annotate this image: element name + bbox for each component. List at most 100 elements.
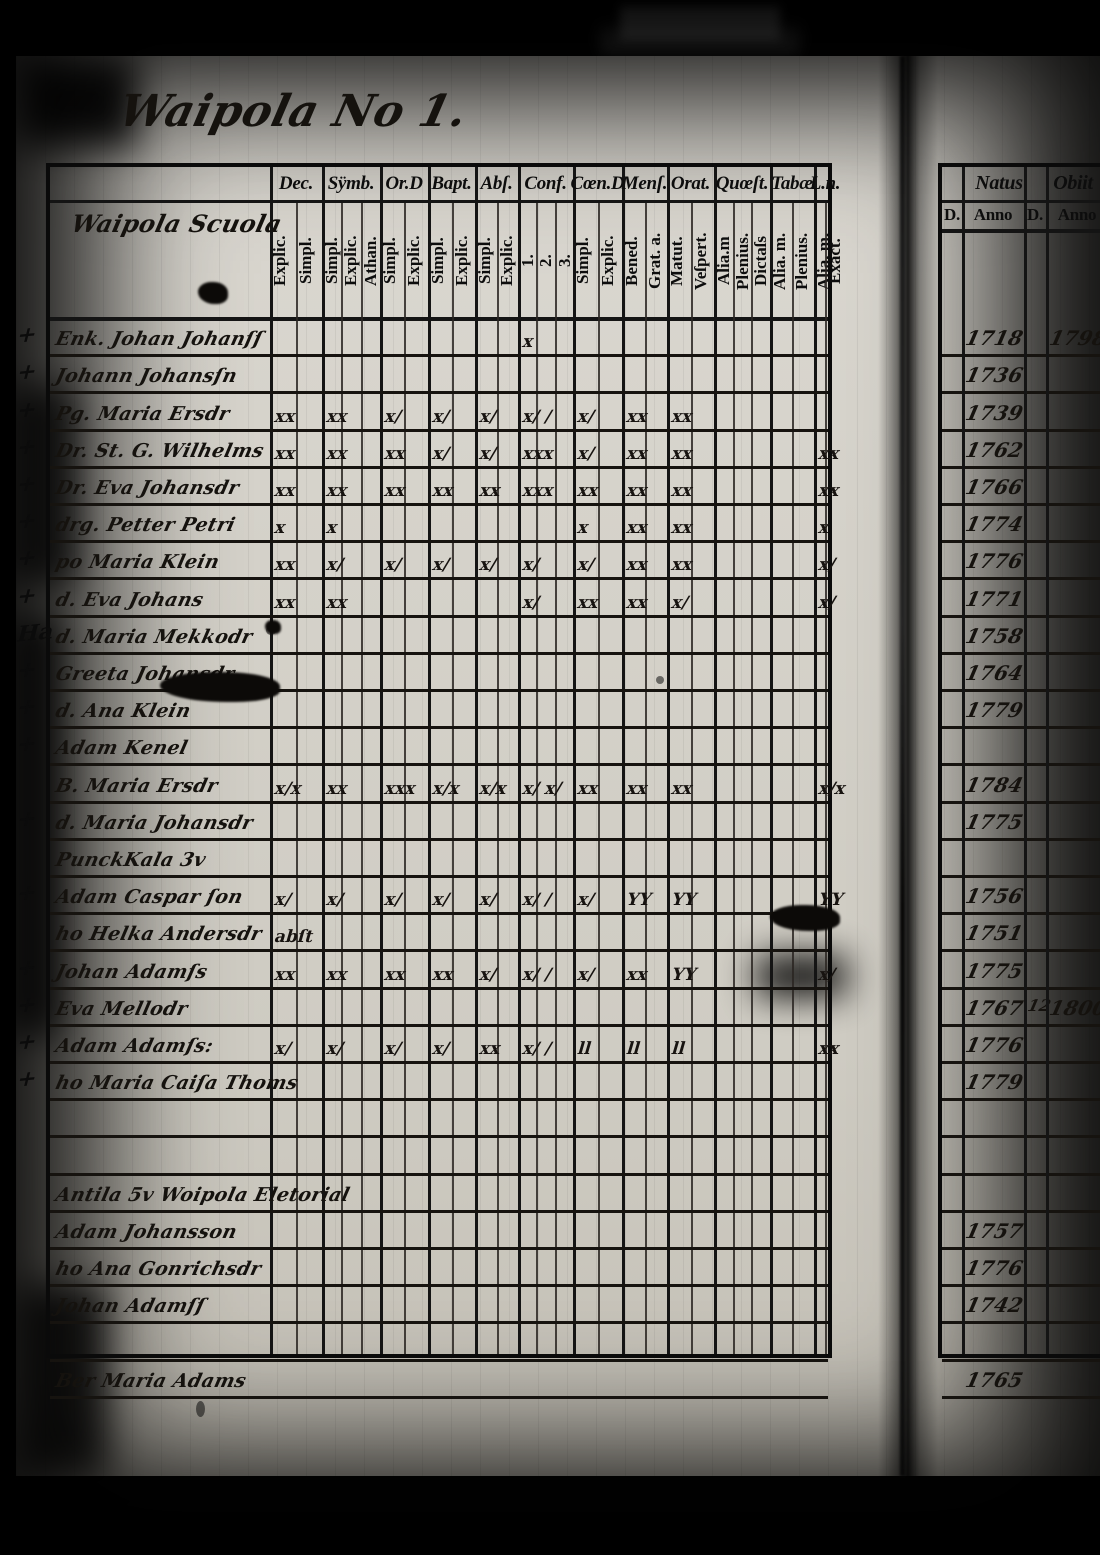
row-divider (942, 689, 1100, 692)
column-header-obiit: Obiit (1053, 172, 1093, 194)
row-divider (942, 1358, 1100, 1362)
row-divider (942, 1395, 1100, 1399)
table-row-name: d. Maria Johansdr (53, 811, 256, 834)
obiit-anno-value: 1800 (1047, 995, 1100, 1020)
column-divider (341, 203, 344, 1354)
natus-anno-value: 1771 (963, 586, 1026, 611)
column-subheader: Anno (1057, 205, 1097, 224)
natus-anno-value: 1765 (963, 1367, 1026, 1392)
column-subheader: Veſpert. (690, 232, 710, 290)
attendance-mark: xx (324, 406, 351, 427)
natus-obiit-table: 1718 1798 1736 1739 1762 1766 1774 1776 1771 1758… (938, 163, 1100, 1399)
column-subheader: Simpl. (322, 237, 341, 285)
column-header-conf: Conf. (524, 172, 567, 194)
column-subheader: Anno (973, 205, 1013, 224)
row-divider (942, 1061, 1100, 1064)
edge-burn (16, 56, 136, 146)
attendance-mark: x (575, 518, 592, 539)
table-row-name: d. Ana Klein (53, 700, 193, 723)
row-divider (942, 1023, 1100, 1027)
column-divider (573, 167, 576, 1354)
natus-anno-value: 1764 (963, 661, 1026, 685)
table-row-name: Johann Johansſn (53, 365, 240, 388)
row-divider (50, 875, 828, 878)
row-divider (942, 912, 1100, 916)
attendance-mark: x/ (520, 555, 543, 576)
book-spine-line (900, 56, 905, 1476)
row-divider (50, 837, 828, 841)
attendance-mark: xx (669, 406, 696, 427)
attendance-mark: ll (624, 1039, 643, 1059)
table-row-name: Eva Mellodr (53, 997, 190, 1020)
natus-anno-value: 1758 (963, 623, 1026, 648)
row-divider (50, 912, 828, 916)
row-divider (942, 800, 1100, 804)
attendance-mark: x/ (430, 890, 453, 911)
column-subheader: 1. (518, 254, 537, 268)
column-divider (814, 167, 817, 1354)
column-subheader: D. (1027, 205, 1043, 224)
column-divider (962, 167, 965, 1354)
attendance-mark: xx (272, 592, 299, 613)
column-header-ab: Abſ. (480, 172, 513, 194)
column-divider (404, 203, 406, 1354)
natus-anno-value: 1779 (963, 698, 1026, 723)
attendance-mark: x/ (324, 555, 347, 576)
attendance-mark: xx (324, 481, 351, 501)
table-row-name: Enk. Johan Johanſſ (53, 328, 265, 351)
column-subheader: Athan. (360, 236, 380, 286)
attendance-mark: xx (382, 964, 409, 985)
attendance-mark: x/ (477, 555, 500, 576)
table-row-name: Pg. Maria Ersdr (53, 402, 232, 425)
row-divider (50, 689, 828, 692)
attendance-mark: x/ / (520, 890, 555, 911)
column-subheader: D. (944, 205, 960, 224)
column-divider (690, 203, 693, 1354)
attendance-mark: xx (575, 592, 602, 613)
column-subheader: Alia. m. (814, 232, 833, 290)
row-divider (942, 1247, 1100, 1250)
obiit-anno-value: 1798 (1047, 326, 1100, 351)
row-divider (942, 540, 1100, 544)
column-divider (380, 167, 383, 1354)
column-subheader: Dictaſs (751, 235, 771, 287)
attendance-mark: x/ (477, 443, 500, 464)
column-subheader: Simpl. (296, 237, 315, 285)
attendance-mark: x/ (816, 592, 839, 613)
attendance-mark: x/ (575, 890, 598, 911)
attendance-mark: xx (816, 443, 843, 464)
row-divider (942, 1284, 1100, 1288)
column-divider (270, 167, 273, 1354)
table-row-name: drg. Petter Petri (53, 514, 238, 537)
column-divider (792, 203, 794, 1354)
column-subheader: Simpl. (573, 237, 592, 285)
attendance-mark: xx (382, 481, 409, 501)
attendance-mark: xx (624, 518, 651, 539)
attendance-mark: x (324, 518, 341, 539)
column-divider (597, 203, 600, 1354)
column-divider (1046, 167, 1049, 1354)
row-divider (942, 229, 1100, 233)
row-divider (50, 1247, 828, 1250)
attendance-mark: x/x (477, 778, 510, 799)
attendance-mark: x/ (477, 890, 500, 911)
attendance-mark: xx (624, 592, 651, 613)
column-divider (496, 203, 499, 1354)
natus-anno-value: 1775 (963, 958, 1026, 983)
row-divider (50, 200, 828, 203)
column-subheader: Explic. (341, 235, 361, 287)
attendance-mark: xx (669, 481, 696, 501)
row-divider (942, 837, 1100, 841)
column-divider (475, 167, 478, 1354)
row-divider (50, 1321, 828, 1325)
column-subheader: 2. (536, 254, 556, 268)
column-header-orat: Orat. (670, 172, 711, 194)
attendance-mark: xx (324, 592, 351, 613)
attendance-mark: x/ (575, 555, 598, 576)
edge-burn (16, 1286, 106, 1476)
row-divider (50, 354, 828, 358)
row-divider (942, 1209, 1100, 1213)
column-subheader: Plenius. (792, 232, 811, 290)
column-divider (714, 167, 717, 1354)
row-divider (50, 1098, 828, 1102)
